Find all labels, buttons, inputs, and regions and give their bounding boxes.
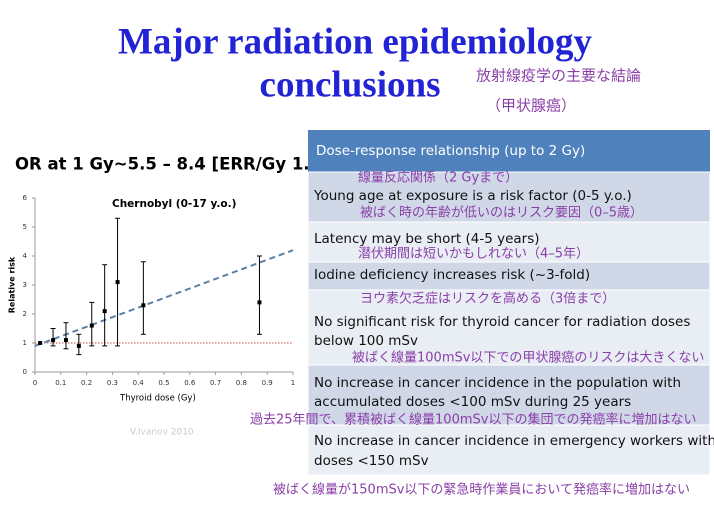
x-tick-label: 0.5 — [158, 379, 169, 387]
translation: 線量反応関係（2 Gyまで） — [358, 170, 518, 186]
table-row — [307, 364, 711, 426]
y-tick-label: 6 — [23, 194, 28, 202]
point — [38, 341, 43, 345]
x-tick-label: 0.7 — [210, 379, 221, 387]
point — [102, 309, 107, 314]
x-axis-label: Thyroid dose (Gy) — [119, 394, 196, 404]
y-tick-label: 3 — [23, 281, 27, 289]
y-tick-label: 2 — [23, 310, 27, 318]
chart-title: Chernobyl (0-17 y.o.) — [112, 198, 236, 210]
table-row — [307, 424, 711, 476]
chart: 0 0.1 0.2 0.3 0.4 0.5 0.6 0.7 0.8 0.9 1 0 1 2 3 4 5 6 Cher… — [8, 194, 296, 438]
subtitle: 放射線疫学の主要な結論 — [476, 67, 641, 85]
table-row — [307, 171, 711, 223]
x-tick-label: 0 — [33, 379, 37, 387]
row-text: Latency may be short (4-5 years) — [314, 231, 540, 247]
y-axis-label: Relative risk — [8, 256, 17, 313]
translation: 被ばく時の年齢が低いのはリスク要因（0–5歳） — [360, 206, 643, 221]
y-tick-label: 1 — [23, 339, 27, 347]
row-text: Young age at exposure is a risk factor (… — [313, 188, 632, 204]
row-text: accumulated doses <100 mSv during 25 yea… — [314, 394, 631, 410]
row-text: No significant risk for thyroid cancer f… — [314, 314, 690, 330]
table-row — [307, 221, 711, 263]
row-text: No increase in cancer incidence in emerg… — [314, 433, 714, 449]
translation: 過去25年間で、累積被ばく線量100mSv以下の集団での発癌率に増加はない — [250, 412, 696, 428]
credit: V.Ivanov 2010 — [130, 428, 194, 438]
x-tick-label: 0.1 — [55, 379, 66, 387]
x-tick-label: 0.9 — [262, 379, 273, 387]
point — [115, 280, 120, 285]
row-text: No increase in cancer incidence in the p… — [314, 375, 681, 391]
point — [89, 323, 94, 328]
row-text: doses <150 mSv — [314, 453, 429, 469]
x-tick-label: 1 — [291, 379, 295, 387]
x-tick-label: 0.8 — [236, 379, 247, 387]
trend-line — [34, 249, 294, 347]
table-row — [307, 289, 711, 366]
table-header — [308, 130, 710, 172]
row-text: below 100 mSv — [314, 333, 418, 349]
title: conclusions — [260, 64, 441, 105]
y-tick-label: 0 — [23, 368, 27, 376]
point — [141, 303, 146, 308]
headline: OR at 1 Gy~5.5 – 8.4 [ERR/Gy 1.9 – 19] — [15, 155, 371, 174]
row-text: Iodine deficiency increases risk (~3-fol… — [314, 267, 590, 283]
table-row — [307, 261, 711, 291]
translation: 潜伏期間は短いかもしれない（4–5年） — [358, 247, 589, 262]
point — [257, 300, 262, 305]
header-text: Dose-response relationship (up to 2 Gy) — [316, 143, 585, 159]
point — [63, 338, 68, 343]
x-tick-label: 0.2 — [81, 379, 92, 387]
title: Major radiation epidemiology — [118, 21, 593, 62]
translation: ヨウ素欠乏症はリスクを高める（3倍まで） — [360, 291, 615, 307]
x-tick-label: 0.3 — [107, 379, 118, 387]
y-tick-label: 4 — [23, 252, 28, 260]
subtitle: （甲状腺癌） — [486, 97, 576, 115]
x-tick-label: 0.4 — [133, 379, 145, 387]
translation: 被ばく線量100mSv以下での甲状腺癌のリスクは大きくない — [352, 350, 704, 366]
y-tick-label: 5 — [23, 223, 27, 231]
translation: 被ばく線量が150mSv以下の緊急時作業員において発癌率に増加はない — [273, 482, 690, 498]
table: Dose-response relationship (up to 2 Gy) Y… — [250, 130, 714, 498]
point — [76, 343, 81, 348]
point — [51, 338, 56, 343]
x-tick-label: 0.6 — [184, 379, 196, 387]
